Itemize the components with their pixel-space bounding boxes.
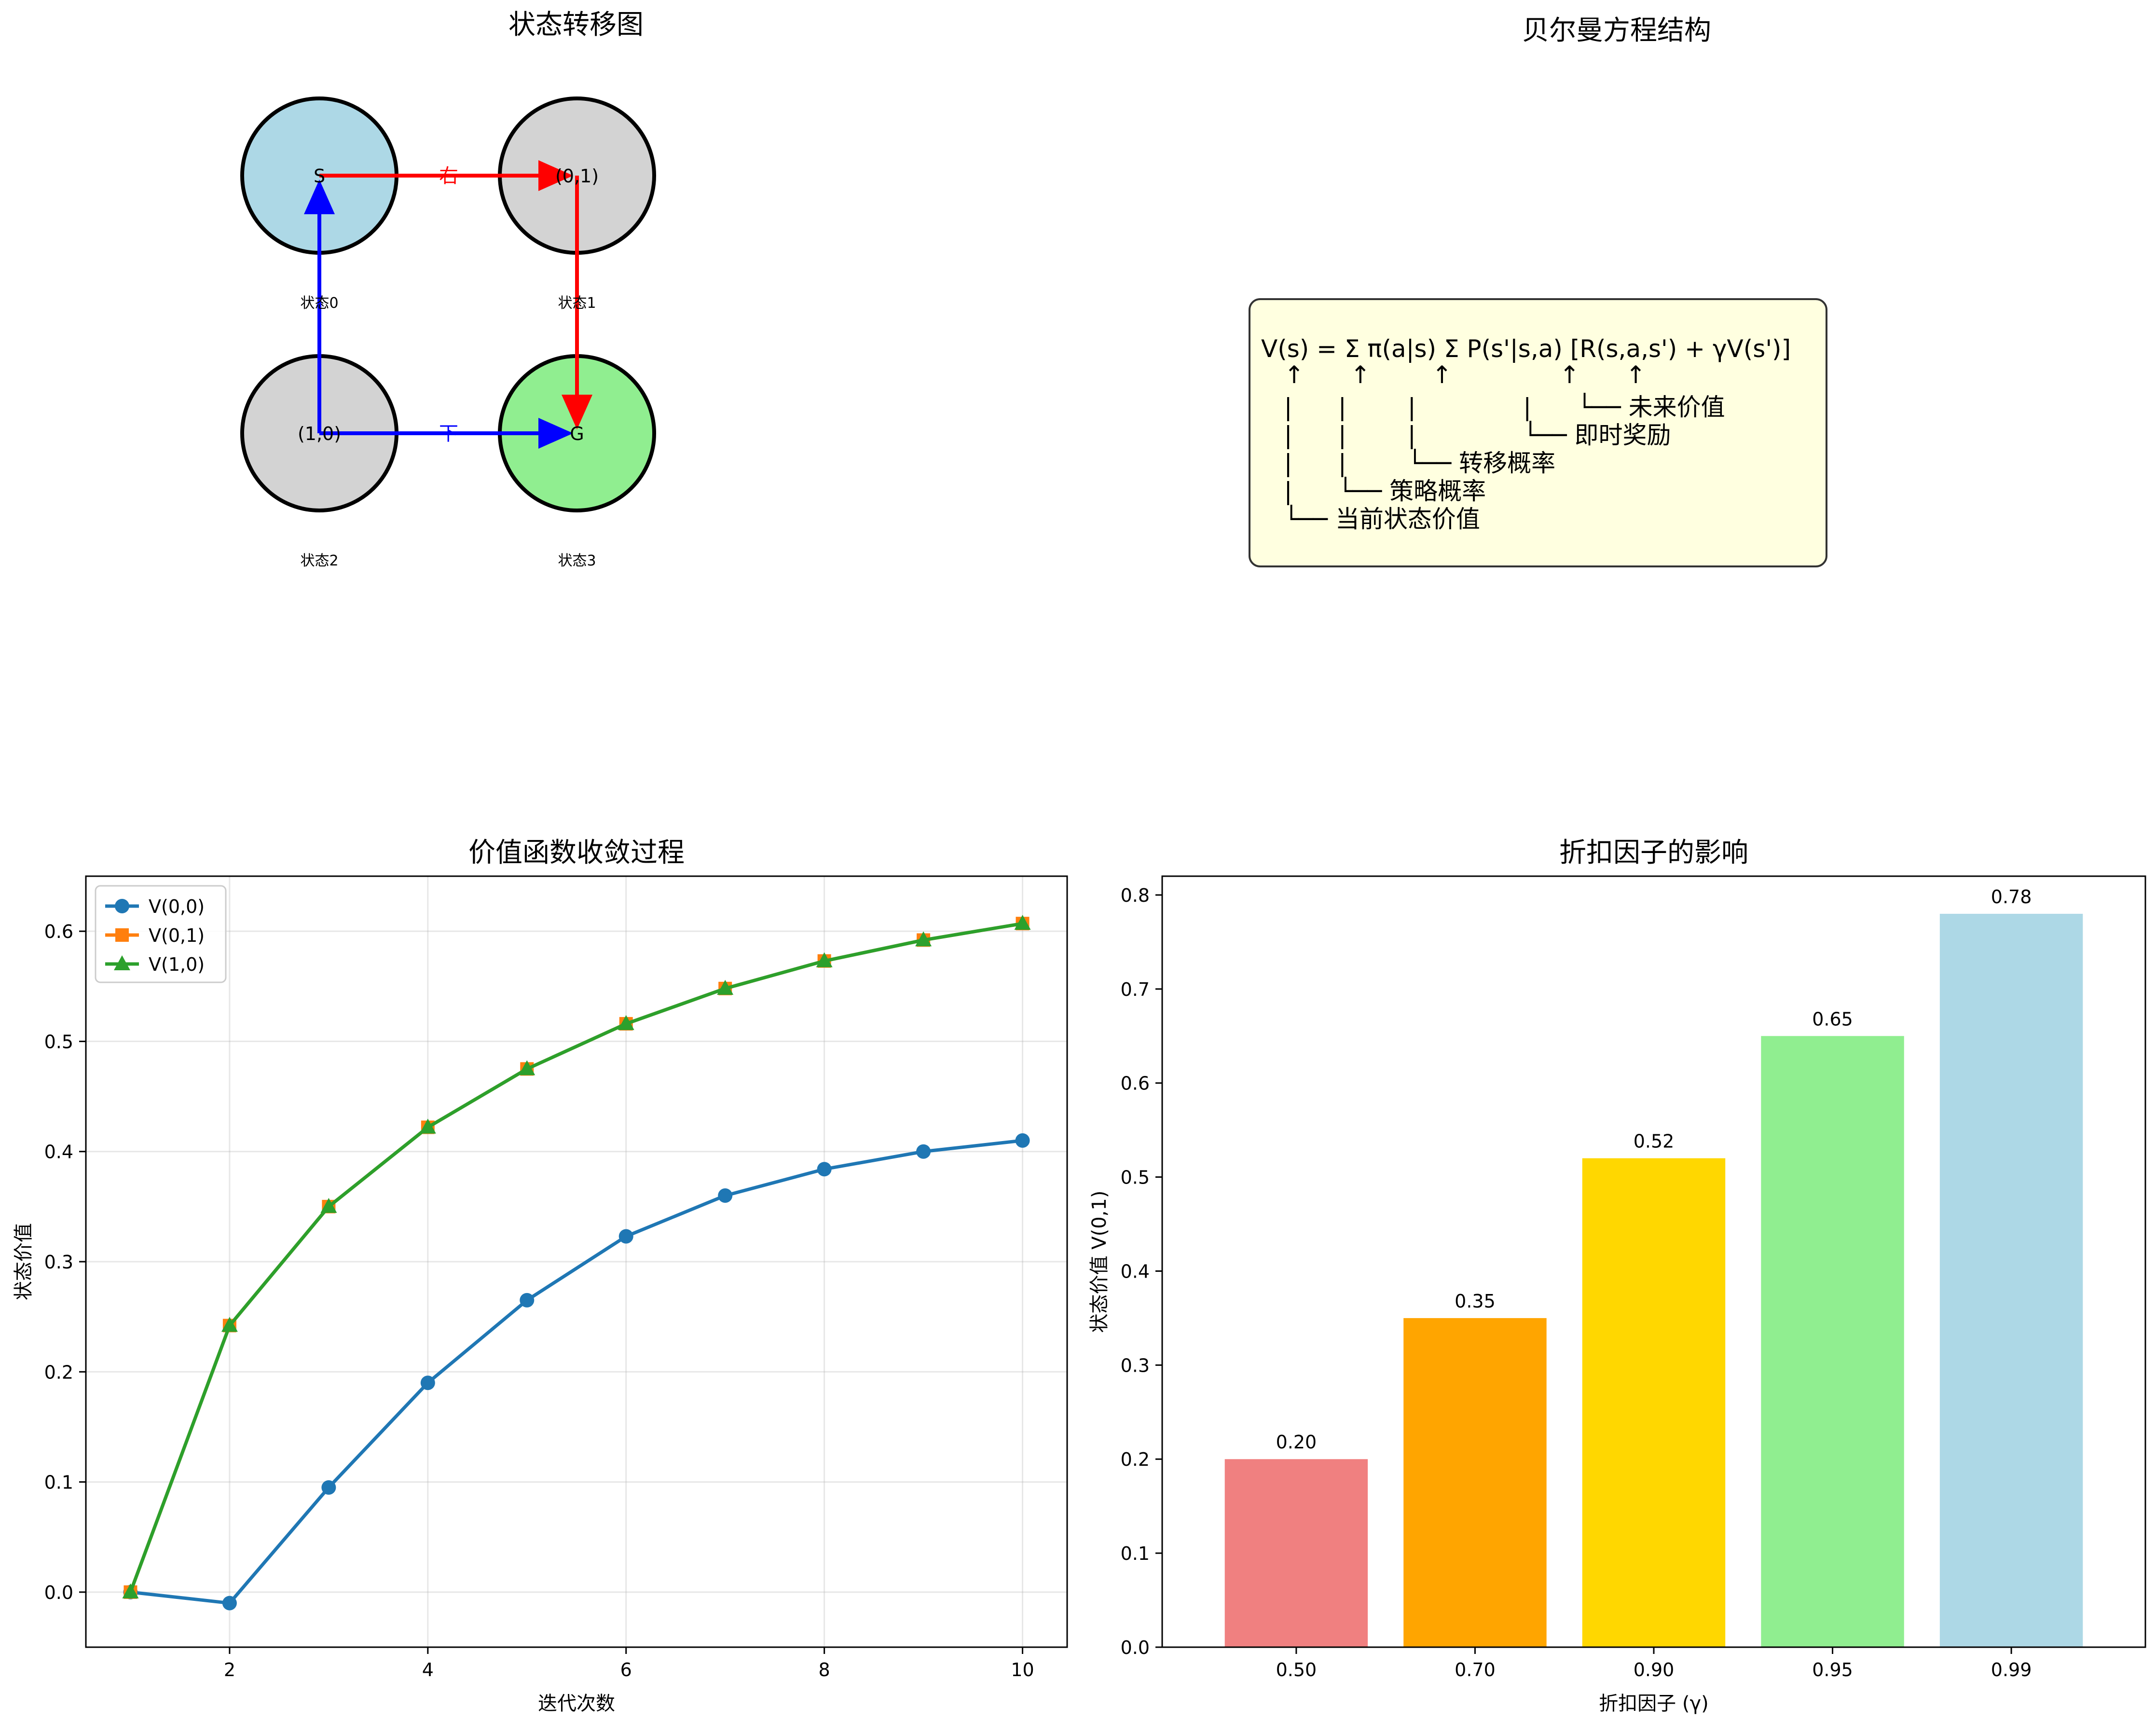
node-label: G — [570, 423, 584, 444]
bellman-formula-box: V(s) = Σ π(a|s) Σ P(s'|s,a) [R(s,a,s') +… — [1249, 298, 1827, 567]
y-tick-label: 0.1 — [44, 1472, 73, 1493]
data-point — [222, 1596, 237, 1611]
bar — [1224, 1459, 1368, 1647]
data-point — [717, 979, 734, 995]
bar-value-label: 0.52 — [1634, 1131, 1675, 1152]
formula-annotation-future-value: | | | | └── 未来价值 — [1261, 393, 1725, 421]
y-tick-label: 0.8 — [1121, 885, 1150, 906]
x-axis-label: 迭代次数 — [538, 1693, 615, 1715]
bar-value-label: 0.20 — [1276, 1432, 1317, 1453]
data-point — [221, 1317, 238, 1332]
data-point — [320, 1198, 337, 1213]
data-point — [520, 1293, 535, 1308]
node-caption: 状态1 — [558, 295, 596, 312]
bellman-title: 贝尔曼方程结构 — [1522, 15, 1711, 46]
x-tick-label: 6 — [620, 1659, 632, 1680]
bar — [1939, 913, 2083, 1647]
formula-annotation-transition-prob: | | └── 转移概率 — [1261, 449, 1556, 477]
transition-title: 状态转移图 — [508, 9, 644, 41]
legend-label: V(0,1) — [149, 925, 205, 946]
bar — [1582, 1158, 1726, 1647]
data-point — [519, 1060, 536, 1075]
x-tick-label: 0.70 — [1455, 1659, 1496, 1680]
plot-frame — [85, 875, 1068, 1648]
data-point — [618, 1229, 633, 1244]
x-tick-label: 0.95 — [1812, 1659, 1853, 1680]
y-tick-label: 0.4 — [1121, 1261, 1150, 1282]
data-point — [618, 1015, 634, 1030]
y-tick-label: 0.0 — [44, 1582, 73, 1603]
x-tick-label: 0.90 — [1634, 1659, 1675, 1680]
series-line — [129, 922, 1023, 1593]
node-caption: 状态2 — [300, 552, 338, 569]
y-tick-label: 0.3 — [1121, 1355, 1150, 1376]
series-1 — [124, 917, 1030, 1599]
y-tick-label: 0.1 — [1121, 1543, 1150, 1564]
data-point — [419, 1118, 436, 1134]
data-point — [816, 952, 833, 967]
arrow-label-right: 右 — [439, 165, 458, 187]
y-tick-label: 0.2 — [1121, 1449, 1150, 1470]
data-point — [321, 1480, 336, 1495]
data-point — [122, 1583, 139, 1598]
y-tick-label: 0.6 — [1121, 1073, 1150, 1094]
y-tick-label: 0.0 — [1121, 1637, 1150, 1658]
legend-swatch-marker — [115, 928, 129, 942]
bar-value-label: 0.65 — [1812, 1008, 1853, 1030]
series-line — [129, 922, 1023, 1593]
value-convergence-chart: 价值函数收敛过程 0.0 0.1 0.2 0.3 0.4 0.5 0.6 2 4 6 8 10 迭代次数 状… — [13, 837, 1068, 1715]
x-tick-label: 4 — [422, 1659, 434, 1680]
node-label: S — [314, 165, 325, 187]
formula-annotation-immediate-reward: | | | └── 即时奖励 — [1261, 421, 1671, 449]
y-tick-label: 0.7 — [1121, 979, 1150, 1000]
node-label: (1,0) — [298, 423, 341, 444]
y-tick-label: 0.2 — [44, 1362, 73, 1383]
data-point — [718, 1188, 733, 1203]
x-axis-label: 折扣因子 (γ) — [1599, 1693, 1709, 1715]
y-tick-label: 0.5 — [1121, 1167, 1150, 1188]
data-point — [1014, 915, 1031, 930]
data-point — [915, 931, 932, 947]
formula-annotation-current-value: └── 当前状态价值 — [1261, 505, 1480, 533]
bar — [1403, 1318, 1547, 1647]
bar-value-label: 0.35 — [1455, 1291, 1496, 1312]
formula-equation: V(s) = Σ π(a|s) Σ P(s'|s,a) [R(s,a,s') +… — [1261, 335, 1791, 363]
y-tick-label: 0.3 — [44, 1252, 73, 1273]
state-transition-diagram: 状态转移图 右 下 S (0,1) (1,0) G 状态0 状态1 状态2 状态… — [240, 9, 656, 569]
y-tick-label: 0.4 — [44, 1142, 73, 1163]
series-line — [130, 1139, 1023, 1605]
y-axis-label: 状态价值 V(0,1) — [1088, 1191, 1111, 1333]
legend-label: V(0,0) — [149, 896, 205, 917]
series-2 — [122, 915, 1031, 1598]
chart-title: 折扣因子的影响 — [1559, 837, 1748, 868]
y-axis-label: 状态价值 — [13, 1223, 35, 1300]
arrow-label-down: 下 — [439, 423, 458, 445]
y-tick-label: 0.5 — [44, 1031, 73, 1052]
x-tick-label: 10 — [1011, 1659, 1034, 1680]
node-caption: 状态0 — [300, 295, 338, 312]
data-point — [1015, 1133, 1030, 1148]
formula-pointer-arrows: ↑ ↑ ↑ ↑ ↑ — [1261, 361, 1646, 389]
node-label: (0,1) — [555, 165, 599, 187]
y-tick-label: 0.6 — [44, 921, 73, 942]
x-tick-label: 2 — [224, 1659, 235, 1680]
x-tick-label: 8 — [819, 1659, 830, 1680]
discount-factor-chart: 折扣因子的影响 0.0 0.1 0.2 0.3 0.4 0.5 0.6 0.7 0.8 0.20 0.… — [1088, 837, 2146, 1715]
data-point — [420, 1376, 435, 1391]
formula-annotation-policy-prob: | └── 策略概率 — [1261, 477, 1486, 505]
data-point — [817, 1162, 832, 1177]
legend-swatch-marker — [114, 955, 130, 970]
x-tick-label: 0.99 — [1991, 1659, 2032, 1680]
bar-value-label: 0.78 — [1991, 886, 2032, 908]
legend-swatch-marker — [115, 899, 129, 913]
data-point — [916, 1144, 931, 1159]
x-tick-label: 0.50 — [1276, 1659, 1317, 1680]
plot-frame — [1161, 875, 2146, 1648]
legend: V(0,0) V(0,1) V(1,0) — [95, 885, 227, 983]
node-caption: 状态3 — [558, 552, 596, 569]
chart-title: 价值函数收敛过程 — [468, 837, 685, 868]
legend-label: V(1,0) — [149, 954, 205, 975]
bar — [1761, 1036, 1904, 1647]
